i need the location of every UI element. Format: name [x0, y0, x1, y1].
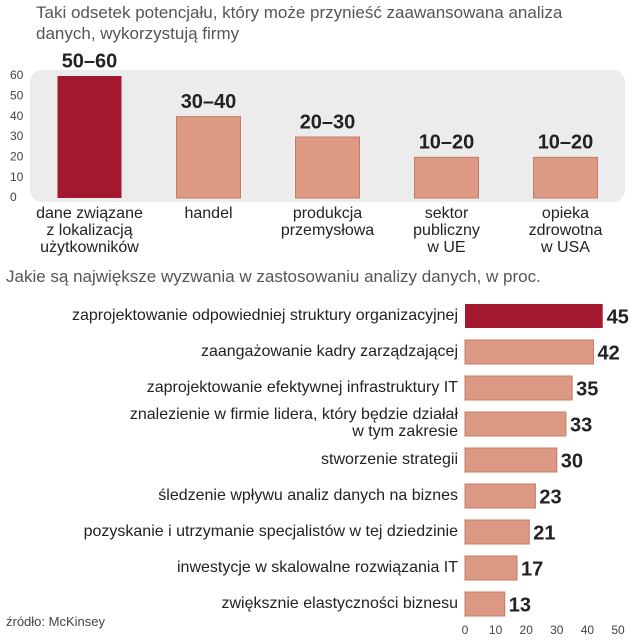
bar	[414, 156, 479, 199]
value-label: 20–30	[300, 111, 356, 133]
y-tick-label: 20	[10, 150, 24, 164]
x-tick-label: 20	[520, 623, 534, 637]
bar	[465, 304, 603, 328]
x-tick-label: produkcja przemysłowa	[280, 205, 375, 239]
value-label: 10–20	[419, 132, 475, 154]
bar	[176, 116, 241, 199]
value-label: 45	[607, 306, 629, 328]
y-tick-label: 10	[10, 170, 24, 184]
bar	[464, 447, 558, 473]
bar	[295, 136, 360, 199]
y-tick-label: zwiększnie elastyczności biznesu	[221, 595, 458, 612]
value-label: 50–60	[62, 50, 118, 72]
value-label: 30–40	[181, 91, 237, 113]
y-tick-label: śledzenie wpływu analiz danych na biznes	[158, 487, 458, 504]
bar	[57, 76, 122, 198]
x-tick-label: 40	[581, 623, 595, 637]
value-label: 33	[570, 414, 592, 436]
value-label: 23	[539, 486, 561, 508]
value-label: 21	[533, 522, 555, 544]
y-tick-label: zaprojektowanie odpowiedniej struktury o…	[72, 307, 458, 324]
y-tick-label: 40	[10, 109, 24, 123]
bar	[464, 555, 518, 581]
x-tick-label: dane związane z lokalizacją użytkowników	[36, 205, 143, 256]
bar	[533, 156, 598, 199]
x-tick-label: sektor publiczny w UE	[413, 205, 480, 256]
y-tick-label: zaprojektowanie efektywnej infrastruktur…	[146, 379, 458, 396]
y-tick-label: zaangażowanie kadry zarządzającej	[200, 343, 458, 360]
x-tick-label: handel	[184, 205, 233, 222]
bar	[464, 519, 530, 545]
value-label: 13	[509, 594, 531, 616]
y-tick-label: 30	[10, 129, 24, 143]
value-label: 30	[561, 450, 583, 472]
y-tick-label: pozyskanie i utrzymanie specjalistów w t…	[83, 523, 458, 540]
y-tick-label: znalezienie w firmie lidera, który będzi…	[129, 406, 458, 440]
x-tick-label: 50	[611, 623, 625, 637]
value-label: 10–20	[538, 132, 594, 154]
y-tick-label: stworzenie strategii	[321, 451, 458, 468]
x-tick-label: opieka zdrowotna w USA	[528, 205, 603, 256]
y-tick-label: 0	[10, 190, 17, 204]
source: źródło: McKinsey	[6, 614, 105, 629]
x-tick-label: 10	[489, 623, 503, 637]
chart-title: Taki odsetek potencjału, który może przy…	[36, 3, 563, 43]
value-label: 42	[598, 342, 620, 364]
y-tick-label: 50	[10, 89, 24, 103]
x-tick-label: 30	[550, 623, 564, 637]
value-label: 35	[576, 378, 598, 400]
x-tick-label: 0	[462, 623, 469, 637]
value-label: 17	[521, 558, 543, 580]
bar	[464, 339, 595, 365]
y-tick-label: inwestycje w skalowalne rozwiązania IT	[177, 559, 458, 576]
bar	[464, 411, 567, 437]
bar	[464, 375, 573, 401]
bar	[464, 483, 536, 509]
chart-title: Jakie są największe wyzwania w zastosowa…	[6, 267, 541, 286]
bar	[464, 591, 506, 617]
y-tick-label: 60	[10, 68, 24, 82]
